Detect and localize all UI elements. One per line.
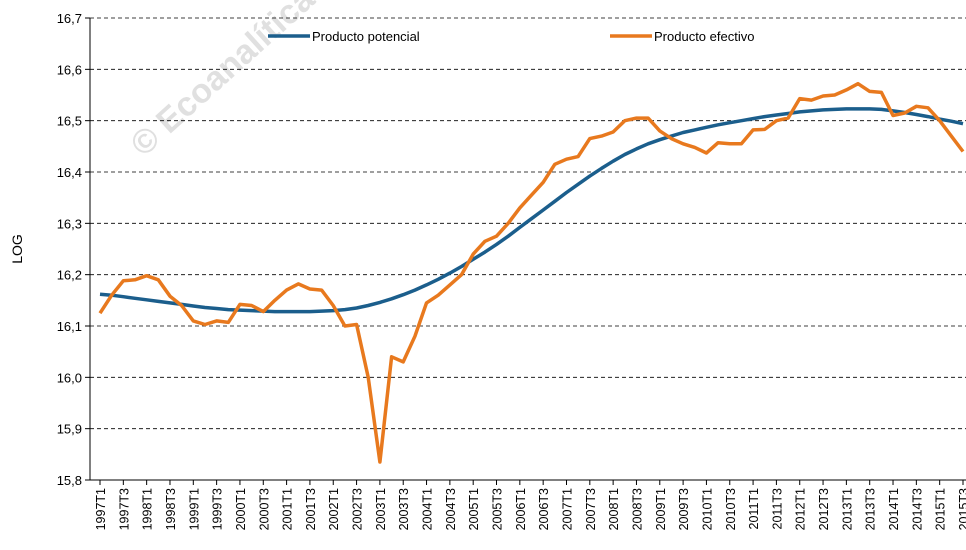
x-tick-label: 1999T1 (187, 488, 201, 530)
x-tick-label: 1998T1 (141, 488, 155, 530)
x-tick-label: 2004T1 (421, 488, 435, 530)
x-tick-label: 2003T3 (397, 488, 411, 530)
legend-label: Producto efectivo (654, 29, 754, 44)
x-tick-label: 2014T1 (887, 488, 901, 530)
x-tick-label: 1997T1 (94, 488, 108, 530)
x-tick-label: 2013T3 (864, 488, 878, 530)
y-tick-label: 16,1 (57, 319, 82, 334)
y-tick-label: 16,7 (57, 11, 82, 26)
x-tick-label: 2012T3 (817, 488, 831, 530)
x-tick-label: 1999T3 (211, 488, 225, 530)
x-tick-label: 2009T3 (677, 488, 691, 530)
x-tick-label: 2007T3 (584, 488, 598, 530)
x-tick-label: 2008T3 (630, 488, 644, 530)
x-tick-label: 2000T1 (234, 488, 248, 530)
x-tick-label: 2001T3 (304, 488, 318, 530)
x-tick-label: 2006T3 (537, 488, 551, 530)
x-tick-label: 2003T1 (374, 488, 388, 530)
watermark: © Ecoanalítica (123, 0, 322, 164)
y-tick-label: 15,9 (57, 422, 82, 437)
x-tick-label: 2012T1 (794, 488, 808, 530)
x-tick-label: 2015T1 (934, 488, 948, 530)
x-tick-label: 1998T3 (164, 488, 178, 530)
y-tick-label: 16,0 (57, 370, 82, 385)
series-line (98, 81, 965, 464)
x-tick-label: 1997T3 (117, 488, 131, 530)
y-tick-label: 16,6 (57, 62, 82, 77)
x-tick-label: 2011T3 (770, 488, 784, 530)
series-line (99, 107, 964, 314)
legend-label: Producto potencial (312, 29, 420, 44)
x-tick-label: 2015T3 (957, 488, 966, 530)
x-tick-label: 2007T1 (560, 488, 574, 530)
y-tick-label: 16,5 (57, 114, 82, 129)
x-tick-label: 2010T3 (724, 488, 738, 530)
x-tick-label: 2005T1 (467, 488, 481, 530)
x-tick-label: 2014T3 (910, 488, 924, 530)
x-tick-label: 2005T3 (491, 488, 505, 530)
y-tick-label: 16,4 (57, 165, 82, 180)
y-tick-label: 15,8 (57, 473, 82, 488)
x-tick-label: 2010T1 (700, 488, 714, 530)
x-tick-label: 2009T1 (654, 488, 668, 530)
x-tick-label: 2004T3 (444, 488, 458, 530)
y-tick-label: 16,3 (57, 216, 82, 231)
x-tick-label: 2008T1 (607, 488, 621, 530)
x-tick-label: 2011T1 (747, 488, 761, 530)
x-tick-label: 2002T1 (327, 488, 341, 530)
y-tick-label: 16,2 (57, 268, 82, 283)
x-tick-label: 2006T1 (514, 488, 528, 530)
x-tick-label: 2002T3 (351, 488, 365, 530)
x-tick-label: 2001T1 (281, 488, 295, 530)
y-axis-label: LOG (9, 234, 25, 264)
x-tick-label: 2000T3 (257, 488, 271, 530)
x-tick-label: 2013T1 (840, 488, 854, 530)
